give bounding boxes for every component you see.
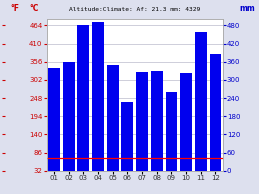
Bar: [151, 71, 163, 171]
Text: Altitude:Climate: Af: 21.3 mm: 4329: Altitude:Climate: Af: 21.3 mm: 4329: [69, 7, 200, 12]
Text: °C: °C: [30, 4, 39, 13]
Text: °F: °F: [10, 4, 19, 13]
Bar: [48, 68, 60, 171]
Bar: [77, 25, 89, 171]
Bar: [121, 102, 133, 171]
Bar: [180, 73, 192, 171]
Bar: [195, 31, 207, 171]
Bar: [210, 54, 221, 171]
Bar: [166, 92, 177, 171]
Bar: [63, 62, 75, 171]
Bar: [92, 23, 104, 171]
Bar: [136, 72, 148, 171]
Bar: [107, 65, 119, 171]
Text: mm: mm: [240, 4, 255, 13]
